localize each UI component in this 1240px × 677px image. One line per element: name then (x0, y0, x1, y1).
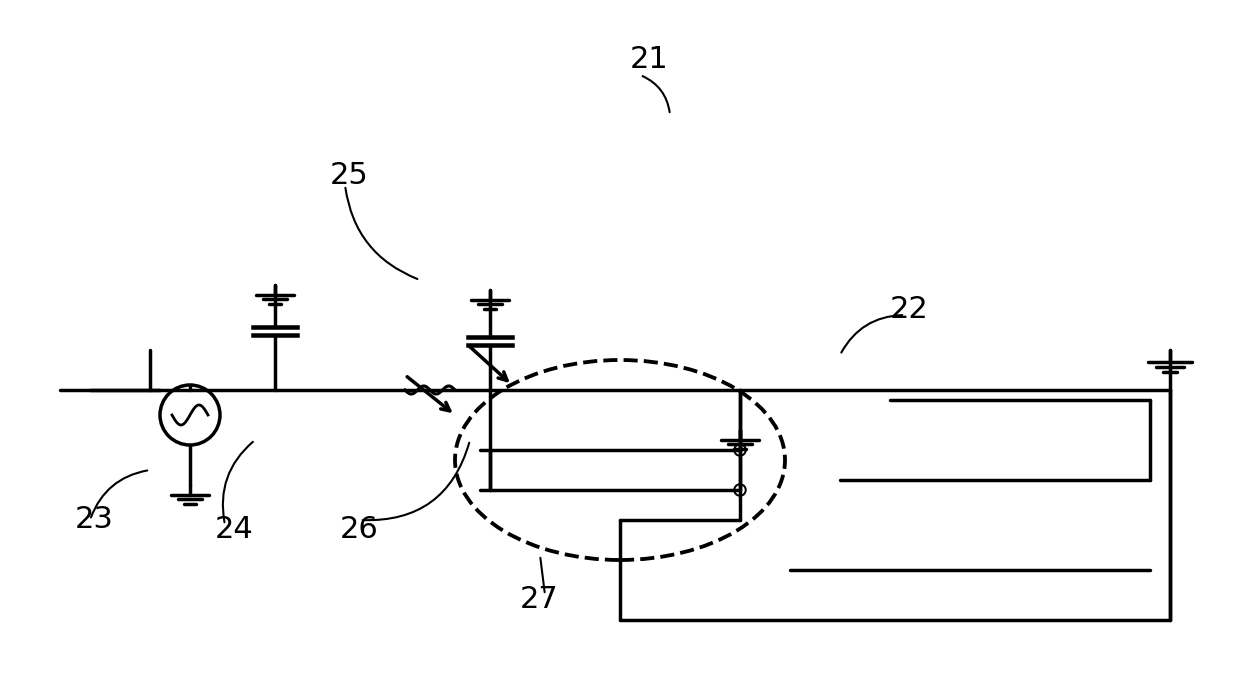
Text: 22: 22 (890, 295, 929, 324)
Text: 25: 25 (330, 160, 368, 190)
Text: 24: 24 (215, 515, 254, 544)
Text: 23: 23 (74, 506, 114, 535)
Circle shape (737, 446, 744, 454)
Text: 26: 26 (340, 515, 378, 544)
Circle shape (737, 486, 744, 494)
Text: 27: 27 (520, 586, 559, 615)
Text: 21: 21 (630, 45, 668, 74)
